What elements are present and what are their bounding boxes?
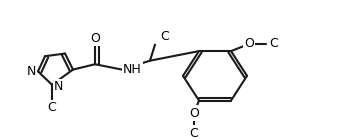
Text: C: C — [269, 38, 278, 51]
Text: C: C — [48, 101, 56, 114]
Text: O: O — [90, 32, 100, 45]
Text: N: N — [27, 65, 36, 78]
Text: NH: NH — [123, 63, 142, 76]
Text: O: O — [189, 107, 199, 120]
Text: C: C — [190, 127, 198, 140]
Text: C: C — [160, 30, 169, 43]
Text: N: N — [54, 80, 63, 93]
Text: O: O — [244, 38, 254, 51]
